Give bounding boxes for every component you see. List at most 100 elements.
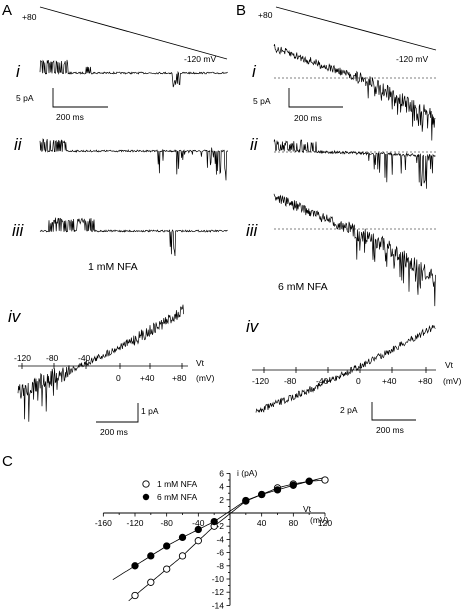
panel-a-iv-axis-unit: (mV) xyxy=(196,373,215,383)
panel-b-iv-tick: -80 xyxy=(284,376,297,386)
panel-c-axes xyxy=(102,472,326,606)
y-tick-label: -8 xyxy=(216,561,224,571)
panel-a-label-iv: iv xyxy=(8,307,22,326)
x-tick-label: 80 xyxy=(289,518,299,528)
panel-b-ramp-end: -120 mV xyxy=(396,54,428,64)
panel-b-iv-trace xyxy=(255,324,436,413)
panel-a-iv-scalebar-time: 200 ms xyxy=(100,427,128,437)
data-point-6mm xyxy=(242,496,250,505)
panel-a-trace-i xyxy=(39,59,228,88)
panel-a-scalebar xyxy=(52,88,108,108)
y-tick-label: -10 xyxy=(212,574,225,584)
panel-b-iv-axis-unit: (mV) xyxy=(443,376,462,386)
panel-c-tick-labels: -160 -120 -80 -40 40 80 120 6 4 2 -2 -4 -6 -8 -10 -12 -1… xyxy=(95,468,333,609)
data-point-1mm xyxy=(178,552,187,560)
panel-b-iv-scalebar xyxy=(371,402,416,421)
data-point-1mm xyxy=(131,591,139,600)
panel-a-iv-scalebar-current: 1 pA xyxy=(141,406,159,416)
panel-a-iv-tick: -80 xyxy=(46,353,59,363)
panel-a-scalebar-time: 200 ms xyxy=(56,112,84,122)
panel-b-ramp-start: +80 xyxy=(258,10,273,20)
panel-b-iv-tick: +80 xyxy=(418,376,433,386)
panel-b-iv-tick: 0 xyxy=(356,376,361,386)
panel-b-scalebar xyxy=(288,88,343,108)
panel-b-ramp-line xyxy=(275,6,437,51)
panel-b-scalebar-current: 5 pA xyxy=(253,96,271,106)
panel-b-label-ii: ii xyxy=(250,135,259,154)
panel-a-iv-trace xyxy=(17,304,184,422)
x-tick-label: -40 xyxy=(192,518,205,528)
panel-b-iv-scalebar-current: 2 pA xyxy=(340,405,358,415)
data-point-6mm xyxy=(147,552,155,560)
panel-c-y-label: i (pA) xyxy=(237,468,257,478)
y-tick-label: -12 xyxy=(212,587,225,597)
panel-a-letter: A xyxy=(2,2,12,19)
panel-b-iv-tick: +40 xyxy=(382,376,397,386)
panel-b-iv-tick: -40 xyxy=(316,376,329,386)
panel-b-trace-ii xyxy=(273,139,436,189)
panel-a-iv-tick: +80 xyxy=(172,373,187,383)
x-tick-label: 40 xyxy=(257,518,267,528)
panel-b-label-iii: iii xyxy=(246,221,259,240)
panel-b-iv-axis-label: Vt xyxy=(445,360,454,370)
panel-a-trace-iii xyxy=(39,217,228,257)
panel-c-letter: C xyxy=(2,453,13,470)
x-tick-label: -160 xyxy=(95,518,112,528)
panel-a-trace-ii xyxy=(39,138,229,181)
panel-a-iv-scalebar xyxy=(96,403,139,423)
panel-c-data-points xyxy=(131,476,329,600)
panel-a-iv-tick: +40 xyxy=(140,373,155,383)
panel-b-drug-label: 6 mM NFA xyxy=(278,281,328,293)
data-point-6mm xyxy=(131,562,139,570)
panel-a-iv-tick: -40 xyxy=(78,353,91,363)
panel-a-label-iii: iii xyxy=(12,221,25,240)
legend-open-circle-icon xyxy=(142,480,150,488)
panel-b-scalebar-time: 200 ms xyxy=(294,113,322,123)
data-point-6mm xyxy=(178,533,187,542)
data-point-6mm xyxy=(273,486,282,494)
panel-a-scalebar-current: 5 pA xyxy=(16,93,34,103)
legend-label: 6 mM NFA xyxy=(157,492,197,502)
panel-c-x-label: Vt xyxy=(303,504,312,514)
data-point-1mm xyxy=(321,476,329,484)
panel-a-label-i: i xyxy=(16,62,21,81)
panel-a-drug-label: 1 mM NFA xyxy=(88,261,138,273)
data-point-6mm xyxy=(163,542,171,550)
panel-b-label-i: i xyxy=(252,62,257,81)
panel-b-trace-i xyxy=(273,44,436,141)
panel-a-ramp-start: +80 xyxy=(22,12,37,22)
panel-a-ramp-line xyxy=(39,6,228,60)
data-point-6mm xyxy=(258,490,266,499)
y-tick-label: -6 xyxy=(216,548,224,558)
data-point-1mm xyxy=(194,537,202,545)
data-point-1mm xyxy=(163,565,171,573)
data-point-6mm xyxy=(194,525,202,534)
x-tick-label: 120 xyxy=(318,518,332,528)
y-tick-label: 6 xyxy=(219,468,224,478)
y-tick-label: -4 xyxy=(216,534,224,544)
y-tick-label: -2 xyxy=(216,521,224,531)
panel-b-trace-iii xyxy=(273,193,436,307)
data-point-1mm xyxy=(147,578,155,586)
y-tick-label: -14 xyxy=(212,600,225,609)
panel-b-letter: B xyxy=(236,2,246,19)
data-point-6mm xyxy=(305,477,313,485)
panel-a-iv-tick: -120 xyxy=(14,353,31,363)
panel-c-legend: 1 mM NFA 6 mM NFA xyxy=(142,479,197,502)
panel-a-ramp-end: -120 mV xyxy=(184,54,216,64)
legend-label: 1 mM NFA xyxy=(157,479,197,489)
panel-c-x-unit: (mV) xyxy=(310,515,329,525)
x-tick-label: -120 xyxy=(126,518,143,528)
panel-a-iv-tick: 0 xyxy=(116,373,121,383)
data-point-6mm xyxy=(289,481,297,489)
data-point-6mm xyxy=(210,517,218,526)
y-tick-label: 4 xyxy=(219,482,224,492)
panel-a-iv-axis-label: Vt xyxy=(196,358,205,368)
x-tick-label: -80 xyxy=(161,518,174,528)
y-tick-label: 2 xyxy=(219,495,224,505)
panel-b-iv-ticks xyxy=(263,367,427,373)
panel-b-label-iv: iv xyxy=(246,317,260,336)
panel-b-iv-tick: -120 xyxy=(252,376,269,386)
panel-b-iv-scalebar-time: 200 ms xyxy=(376,425,404,435)
